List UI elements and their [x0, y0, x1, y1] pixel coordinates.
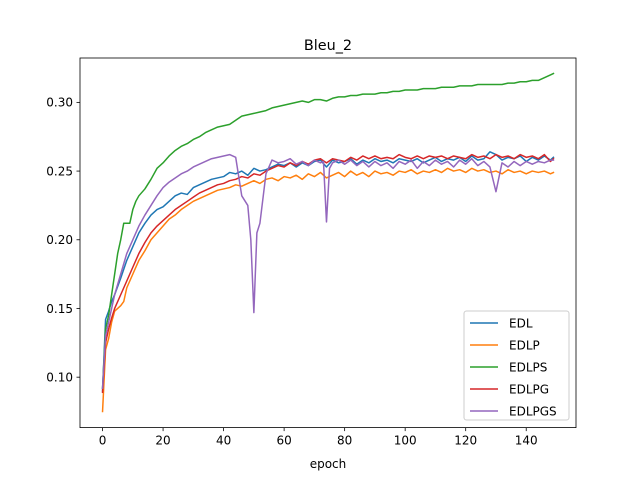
legend-label-edlp: EDLP	[509, 338, 540, 352]
y-axis: 0.10 0.15 0.20 0.25 0.30	[46, 96, 80, 384]
legend-box	[463, 310, 570, 421]
y-tick-label: 0.20	[46, 233, 73, 247]
x-tick-label: 20	[155, 434, 170, 448]
series-layer	[101, 72, 555, 413]
x-tick-label: 120	[454, 434, 477, 448]
series-line-edlp	[101, 167, 555, 413]
x-tick-label: 100	[394, 434, 417, 448]
y-tick-label: 0.25	[46, 164, 73, 178]
chart-title: Bleu_2	[304, 38, 352, 54]
legend-label-edlpg: EDLPG	[509, 382, 549, 396]
series-line-edlpgs	[101, 153, 555, 389]
y-tick-label: 0.30	[46, 96, 73, 110]
x-tick-label: 40	[216, 434, 231, 448]
x-axis-label: epoch	[310, 457, 347, 471]
legend-label-edlps: EDLPS	[509, 360, 547, 374]
x-tick-label: 140	[515, 434, 538, 448]
legend-label-edl: EDL	[509, 316, 533, 330]
series-line-edlps	[101, 72, 555, 389]
y-tick-label: 0.15	[46, 302, 73, 316]
plot-frame	[79, 57, 577, 429]
y-tick-label: 0.10	[46, 370, 73, 384]
legend: EDL EDLP EDLPS EDLPG EDLPGS	[463, 310, 570, 421]
x-tick-label: 0	[99, 434, 107, 448]
x-tick-label: 80	[337, 434, 352, 448]
legend-label-edlpgs: EDLPGS	[509, 404, 557, 418]
x-tick-label: 60	[276, 434, 291, 448]
x-axis: 0 20 40 60 80 100 120 140	[99, 427, 538, 448]
